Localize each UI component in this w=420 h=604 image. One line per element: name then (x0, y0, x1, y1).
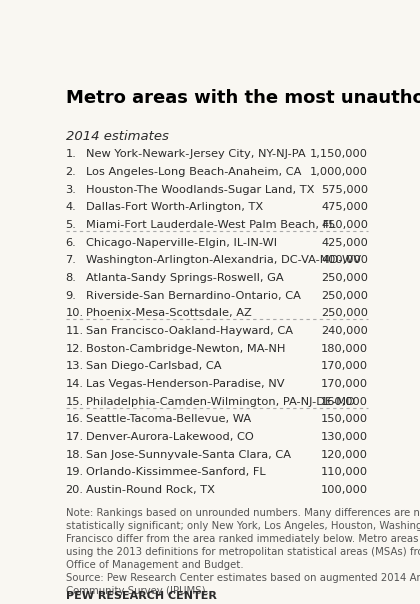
Text: Dallas-Fort Worth-Arlington, TX: Dallas-Fort Worth-Arlington, TX (86, 202, 263, 212)
Text: Washington-Arlington-Alexandria, DC-VA-MD-WV: Washington-Arlington-Alexandria, DC-VA-M… (86, 255, 361, 265)
Text: San Jose-Sunnyvale-Santa Clara, CA: San Jose-Sunnyvale-Santa Clara, CA (86, 449, 291, 460)
Text: 12.: 12. (66, 344, 84, 353)
Text: 1,150,000: 1,150,000 (310, 149, 368, 159)
Text: Denver-Aurora-Lakewood, CO: Denver-Aurora-Lakewood, CO (86, 432, 253, 442)
Text: 575,000: 575,000 (321, 185, 368, 194)
Text: 180,000: 180,000 (321, 344, 368, 353)
Text: 11.: 11. (66, 326, 84, 336)
Text: 7.: 7. (66, 255, 76, 265)
Text: 475,000: 475,000 (321, 202, 368, 212)
Text: 100,000: 100,000 (321, 485, 368, 495)
Text: 450,000: 450,000 (321, 220, 368, 230)
Text: 17.: 17. (66, 432, 84, 442)
Text: 150,000: 150,000 (321, 414, 368, 425)
Text: 250,000: 250,000 (321, 291, 368, 301)
Text: San Francisco-Oakland-Hayward, CA: San Francisco-Oakland-Hayward, CA (86, 326, 293, 336)
Text: 19.: 19. (66, 467, 84, 477)
Text: 13.: 13. (66, 361, 84, 371)
Text: 3.: 3. (66, 185, 76, 194)
Text: 10.: 10. (66, 308, 84, 318)
Text: Las Vegas-Henderson-Paradise, NV: Las Vegas-Henderson-Paradise, NV (86, 379, 284, 389)
Text: Chicago-Naperville-Elgin, IL-IN-WI: Chicago-Naperville-Elgin, IL-IN-WI (86, 237, 277, 248)
Text: 250,000: 250,000 (321, 308, 368, 318)
Text: 240,000: 240,000 (321, 326, 368, 336)
Text: 2.: 2. (66, 167, 76, 177)
Text: Miami-Fort Lauderdale-West Palm Beach, FL: Miami-Fort Lauderdale-West Palm Beach, F… (86, 220, 335, 230)
Text: 400,000: 400,000 (321, 255, 368, 265)
Text: 130,000: 130,000 (321, 432, 368, 442)
Text: Riverside-San Bernardino-Ontario, CA: Riverside-San Bernardino-Ontario, CA (86, 291, 301, 301)
Text: 20.: 20. (66, 485, 84, 495)
Text: Los Angeles-Long Beach-Anaheim, CA: Los Angeles-Long Beach-Anaheim, CA (86, 167, 301, 177)
Text: San Diego-Carlsbad, CA: San Diego-Carlsbad, CA (86, 361, 221, 371)
Text: 18.: 18. (66, 449, 84, 460)
Text: 15.: 15. (66, 397, 84, 406)
Text: PEW RESEARCH CENTER: PEW RESEARCH CENTER (66, 591, 216, 601)
Text: 250,000: 250,000 (321, 273, 368, 283)
Text: Orlando-Kissimmee-Sanford, FL: Orlando-Kissimmee-Sanford, FL (86, 467, 265, 477)
Text: 425,000: 425,000 (321, 237, 368, 248)
Text: 160,000: 160,000 (321, 397, 368, 406)
Text: 14.: 14. (66, 379, 84, 389)
Text: 110,000: 110,000 (321, 467, 368, 477)
Text: Phoenix-Mesa-Scottsdale, AZ: Phoenix-Mesa-Scottsdale, AZ (86, 308, 252, 318)
Text: Philadelphia-Camden-Wilmington, PA-NJ-DE-MD: Philadelphia-Camden-Wilmington, PA-NJ-DE… (86, 397, 354, 406)
Text: Metro areas with the most unauthorized immigrants: Metro areas with the most unauthorized i… (66, 89, 420, 107)
Text: 1,000,000: 1,000,000 (310, 167, 368, 177)
Text: 5.: 5. (66, 220, 76, 230)
Text: Seattle-Tacoma-Bellevue, WA: Seattle-Tacoma-Bellevue, WA (86, 414, 251, 425)
Text: New York-Newark-Jersey City, NY-NJ-PA: New York-Newark-Jersey City, NY-NJ-PA (86, 149, 305, 159)
Text: 170,000: 170,000 (321, 361, 368, 371)
Text: Atlanta-Sandy Springs-Roswell, GA: Atlanta-Sandy Springs-Roswell, GA (86, 273, 284, 283)
Text: 9.: 9. (66, 291, 76, 301)
Text: Houston-The Woodlands-Sugar Land, TX: Houston-The Woodlands-Sugar Land, TX (86, 185, 314, 194)
Text: 4.: 4. (66, 202, 76, 212)
Text: Austin-Round Rock, TX: Austin-Round Rock, TX (86, 485, 215, 495)
Text: 2014 estimates: 2014 estimates (66, 130, 168, 143)
Text: 16.: 16. (66, 414, 84, 425)
Text: Note: Rankings based on unrounded numbers. Many differences are not
statisticall: Note: Rankings based on unrounded number… (66, 508, 420, 597)
Text: 170,000: 170,000 (321, 379, 368, 389)
Text: 1.: 1. (66, 149, 76, 159)
Text: Boston-Cambridge-Newton, MA-NH: Boston-Cambridge-Newton, MA-NH (86, 344, 285, 353)
Text: 8.: 8. (66, 273, 76, 283)
Text: 120,000: 120,000 (321, 449, 368, 460)
Text: 6.: 6. (66, 237, 76, 248)
